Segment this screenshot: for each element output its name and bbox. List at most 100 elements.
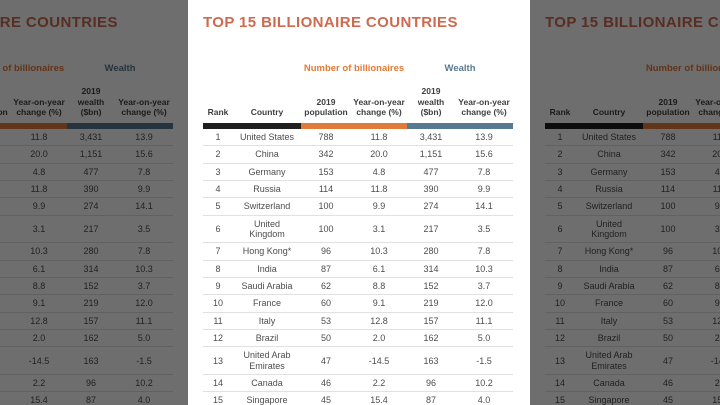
- population-change-cell: 4.8: [351, 163, 408, 181]
- population-change-cell: 9.1: [351, 294, 408, 313]
- population-change-cell: 3.1: [351, 215, 408, 244]
- population-cell: 114: [301, 180, 351, 199]
- wealth-cell: 390: [407, 180, 456, 199]
- wealth-cell: 274: [407, 197, 456, 216]
- column-header-country: Country: [250, 107, 284, 118]
- rank-cell: 2: [203, 145, 233, 164]
- country-cell: United Kingdom: [233, 215, 301, 244]
- country-cell: Germany: [233, 163, 301, 181]
- country-cell: Switzerland: [233, 197, 301, 216]
- wealth-change-cell: 4.0: [455, 391, 514, 405]
- wealth-change-cell: 13.9: [455, 128, 514, 147]
- header-accent-bar: [203, 122, 514, 129]
- column-header-wealth: 2019 wealth ($bn): [417, 86, 445, 118]
- previous-slide-dim-overlay: [0, 0, 190, 405]
- group-header-wealth: Wealth: [444, 63, 476, 74]
- population-change-cell: 8.8: [351, 277, 408, 296]
- current-slide: TOP 15 BILLIONAIRE COUNTRIES Number of b…: [188, 0, 530, 405]
- rank-cell: 11: [203, 312, 233, 331]
- column-header-rank: Rank: [207, 107, 229, 118]
- column-header-wealth-change: Year-on-year change (%): [458, 96, 510, 118]
- slide-title: TOP 15 BILLIONAIRE COUNTRIES: [203, 14, 458, 31]
- population-change-cell: 12.8: [351, 312, 408, 331]
- population-change-cell: 10.3: [351, 242, 408, 261]
- rank-cell: 15: [203, 391, 233, 405]
- population-cell: 53: [301, 312, 351, 331]
- country-cell: India: [233, 260, 301, 278]
- population-cell: 788: [301, 128, 351, 147]
- wealth-cell: 3,431: [407, 128, 456, 147]
- population-cell: 87: [301, 260, 351, 278]
- population-cell: 62: [301, 277, 351, 296]
- group-header-number-of-billionaires: Number of billionaires: [303, 63, 405, 74]
- country-cell: United Arab Emirates: [233, 346, 301, 376]
- wealth-cell: 163: [407, 346, 456, 376]
- rank-cell: 9: [203, 277, 233, 296]
- population-cell: 47: [301, 346, 351, 376]
- wealth-change-cell: 12.0: [455, 294, 514, 313]
- wealth-change-cell: 3.7: [455, 277, 514, 296]
- wealth-cell: 152: [407, 277, 456, 296]
- wealth-change-cell: 10.3: [455, 260, 514, 278]
- wealth-accent-bar: [407, 122, 514, 129]
- column-group-header-row: Number of billionaires Wealth: [203, 63, 513, 86]
- country-cell: China: [233, 145, 301, 164]
- billionaire-countries-table: Number of billionaires Wealth Rank Count…: [203, 63, 514, 405]
- rank-cell: 1: [203, 128, 233, 147]
- country-cell: France: [233, 294, 301, 313]
- next-slide[interactable]: TOP 15 BILLIONAIRE COUNTRIES Number of b…: [530, 0, 720, 405]
- rank-cell: 13: [203, 346, 233, 376]
- rank-cell: 6: [203, 215, 233, 244]
- population-cell: 46: [301, 374, 351, 393]
- wealth-cell: 87: [407, 391, 456, 405]
- group-header-spacer: [203, 63, 301, 86]
- rank-cell: 5: [203, 197, 233, 216]
- wealth-change-cell: 14.1: [455, 197, 514, 216]
- column-header-population-change: Year-on-year change (%): [353, 96, 405, 118]
- population-change-cell: 6.1: [351, 260, 408, 278]
- wealth-cell: 217: [407, 215, 456, 244]
- population-change-cell: 11.8: [351, 180, 408, 199]
- slide-content: TOP 15 BILLIONAIRE COUNTRIES Number of b…: [188, 0, 530, 405]
- country-cell: Russia: [233, 180, 301, 199]
- previous-slide[interactable]: TOP 15 BILLIONAIRE COUNTRIES Number of b…: [0, 0, 190, 405]
- population-change-cell: 20.0: [351, 145, 408, 164]
- billionaires-accent-bar: [301, 122, 408, 129]
- country-cell: Singapore: [233, 391, 301, 405]
- population-change-cell: -14.5: [351, 346, 408, 376]
- wealth-cell: 162: [407, 329, 456, 348]
- rank-cell: 3: [203, 163, 233, 181]
- population-change-cell: 9.9: [351, 197, 408, 216]
- wealth-cell: 477: [407, 163, 456, 181]
- country-cell: Italy: [233, 312, 301, 331]
- next-slide-dim-overlay: [530, 0, 720, 405]
- wealth-change-cell: 5.0: [455, 329, 514, 348]
- country-cell: Brazil: [233, 329, 301, 348]
- population-cell: 100: [301, 215, 351, 244]
- wealth-change-cell: 15.6: [455, 145, 514, 164]
- rank-cell: 7: [203, 242, 233, 261]
- population-cell: 60: [301, 294, 351, 313]
- rank-cell: 10: [203, 294, 233, 313]
- wealth-change-cell: 7.8: [455, 163, 514, 181]
- wealth-cell: 157: [407, 312, 456, 331]
- country-cell: Canada: [233, 374, 301, 393]
- wealth-cell: 314: [407, 260, 456, 278]
- country-cell: Saudi Arabia: [233, 277, 301, 296]
- population-cell: 153: [301, 163, 351, 181]
- population-change-cell: 15.4: [351, 391, 408, 405]
